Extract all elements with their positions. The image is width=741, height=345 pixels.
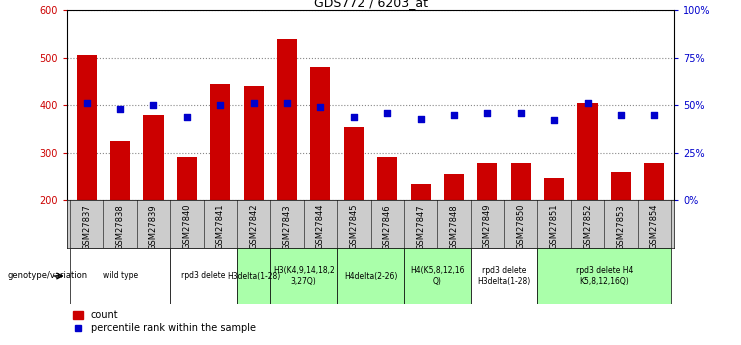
Text: GSM27840: GSM27840 (182, 204, 191, 249)
Point (114, 106, 126, 112)
Bar (537, 248, 671, 304)
Point (615, 112, 627, 117)
Point (515, 110, 527, 116)
Text: GSM27851: GSM27851 (550, 204, 559, 249)
Text: GSM27849: GSM27849 (483, 204, 492, 249)
Bar (577, 103, 597, 200)
Bar (310, 67, 330, 200)
Point (482, 110, 494, 116)
Bar (270, 248, 337, 304)
Text: GSM27847: GSM27847 (416, 204, 425, 249)
Point (448, 112, 460, 117)
Point (314, 104, 326, 110)
Text: GSM27853: GSM27853 (617, 204, 625, 249)
Bar (411, 185, 431, 200)
Bar (644, 163, 664, 200)
Text: H3(K4,9,14,18,2
3,27Q): H3(K4,9,14,18,2 3,27Q) (273, 266, 335, 286)
Bar (70, 248, 170, 304)
Bar (377, 157, 397, 200)
Text: GSM27838: GSM27838 (116, 204, 124, 250)
Bar (144, 115, 164, 200)
Text: GSM27852: GSM27852 (583, 204, 592, 249)
Point (147, 102, 159, 108)
Bar (471, 248, 537, 304)
Text: GSM27845: GSM27845 (349, 204, 359, 249)
Point (348, 114, 359, 119)
Text: H4(K5,8,12,16
Q): H4(K5,8,12,16 Q) (410, 266, 465, 286)
Text: wild type: wild type (102, 272, 138, 280)
Point (281, 101, 293, 106)
Title: GDS772 / 6203_at: GDS772 / 6203_at (313, 0, 428, 9)
Text: H4delta(2-26): H4delta(2-26) (344, 272, 397, 280)
Bar (77, 56, 97, 200)
Bar (237, 248, 270, 304)
Text: GSM27843: GSM27843 (282, 204, 291, 249)
Point (247, 101, 259, 106)
Point (415, 116, 427, 121)
Bar (170, 248, 237, 304)
Bar (210, 84, 230, 200)
Point (214, 102, 226, 108)
Point (582, 101, 594, 106)
Bar (404, 248, 471, 304)
Point (382, 110, 393, 116)
Bar (344, 127, 364, 200)
Text: GSM27846: GSM27846 (382, 204, 392, 249)
Bar (511, 163, 531, 200)
Bar (110, 141, 130, 200)
Text: rpd3 delete: rpd3 delete (182, 272, 226, 280)
Bar (337, 248, 404, 304)
Text: rpd3 delete
H3delta(1-28): rpd3 delete H3delta(1-28) (477, 266, 531, 286)
Legend: count, percentile rank within the sample: count, percentile rank within the sample (72, 308, 258, 335)
Text: genotype/variation: genotype/variation (7, 272, 87, 280)
Bar (177, 157, 197, 200)
Point (548, 118, 560, 123)
Bar (444, 174, 464, 200)
Bar (477, 163, 497, 200)
Text: H3delta(1-28): H3delta(1-28) (227, 272, 280, 280)
Text: GSM27844: GSM27844 (316, 204, 325, 249)
Text: GSM27841: GSM27841 (216, 204, 225, 249)
Text: rpd3 delete H4
K5,8,12,16Q): rpd3 delete H4 K5,8,12,16Q) (576, 266, 633, 286)
Point (648, 112, 660, 117)
Text: GSM27837: GSM27837 (82, 204, 91, 250)
Point (81, 101, 93, 106)
Text: GSM27839: GSM27839 (149, 204, 158, 249)
Text: GSM27848: GSM27848 (450, 204, 459, 249)
Bar (244, 86, 264, 200)
Bar (277, 39, 297, 200)
Point (181, 114, 193, 119)
Text: GSM27842: GSM27842 (249, 204, 258, 249)
Text: GSM27850: GSM27850 (516, 204, 525, 249)
Bar (611, 171, 631, 200)
Bar (544, 178, 564, 200)
Text: GSM27854: GSM27854 (650, 204, 659, 249)
